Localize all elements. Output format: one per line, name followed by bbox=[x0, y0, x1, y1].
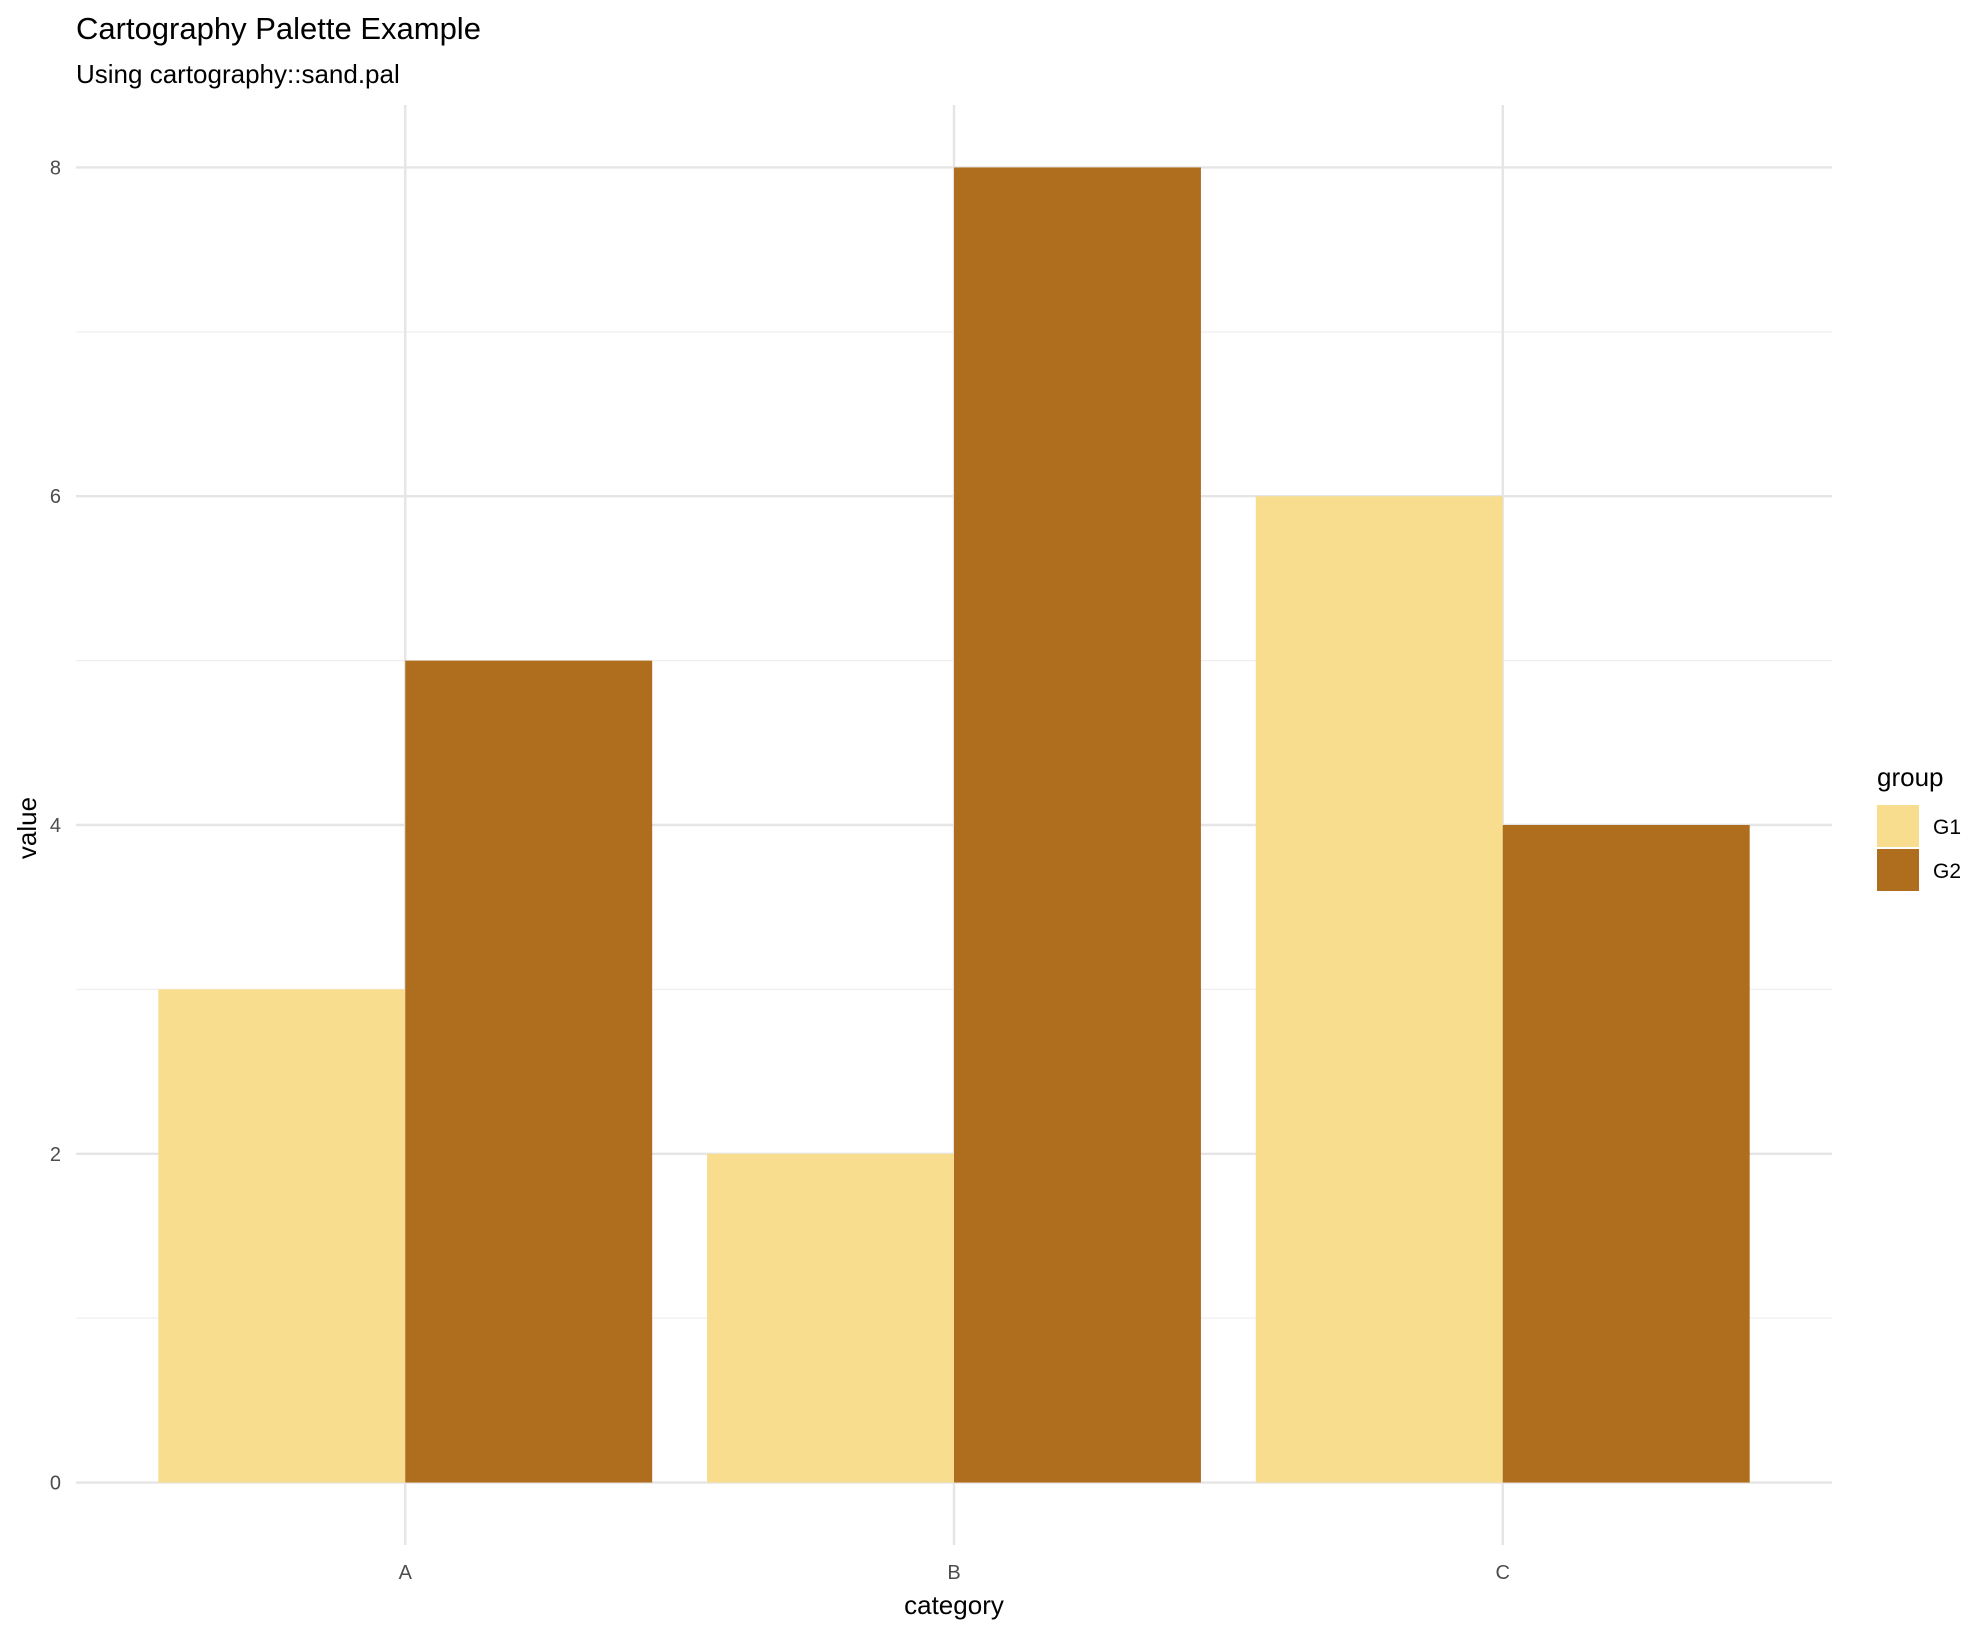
y-axis-ticks: 0 2 4 6 8 bbox=[50, 157, 61, 1494]
bar-G2-A bbox=[405, 660, 653, 1483]
x-axis-ticks: A B C bbox=[399, 1562, 1510, 1584]
legend-swatch-G1 bbox=[1877, 805, 1919, 847]
chart-title: Cartography Palette Example bbox=[76, 11, 481, 46]
bar-G1-C bbox=[1255, 496, 1503, 1483]
x-tick-label: A bbox=[399, 1562, 413, 1584]
y-tick-label: 4 bbox=[50, 815, 61, 837]
legend-label-G2: G2 bbox=[1933, 860, 1961, 883]
y-tick-label: 2 bbox=[50, 1144, 61, 1166]
chart-subtitle: Using cartography::sand.pal bbox=[76, 59, 400, 89]
legend: group G1 G2 bbox=[1877, 762, 1961, 891]
bar-G1-B bbox=[707, 1153, 954, 1483]
x-tick-label: B bbox=[947, 1562, 960, 1584]
legend-title: group bbox=[1877, 762, 1944, 792]
x-axis-title: category bbox=[904, 1590, 1004, 1620]
y-tick-label: 0 bbox=[50, 1473, 61, 1495]
y-axis-title: value bbox=[12, 797, 42, 859]
legend-label-G1: G1 bbox=[1933, 816, 1961, 839]
y-tick-label: 6 bbox=[50, 486, 61, 508]
y-tick-label: 8 bbox=[50, 157, 61, 179]
bar-G2-C bbox=[1502, 825, 1750, 1483]
bar-G1-A bbox=[158, 989, 406, 1483]
x-tick-label: C bbox=[1496, 1562, 1510, 1584]
bars bbox=[158, 167, 1750, 1483]
legend-swatch-G2 bbox=[1877, 849, 1919, 891]
bar-G2-B bbox=[954, 167, 1201, 1483]
